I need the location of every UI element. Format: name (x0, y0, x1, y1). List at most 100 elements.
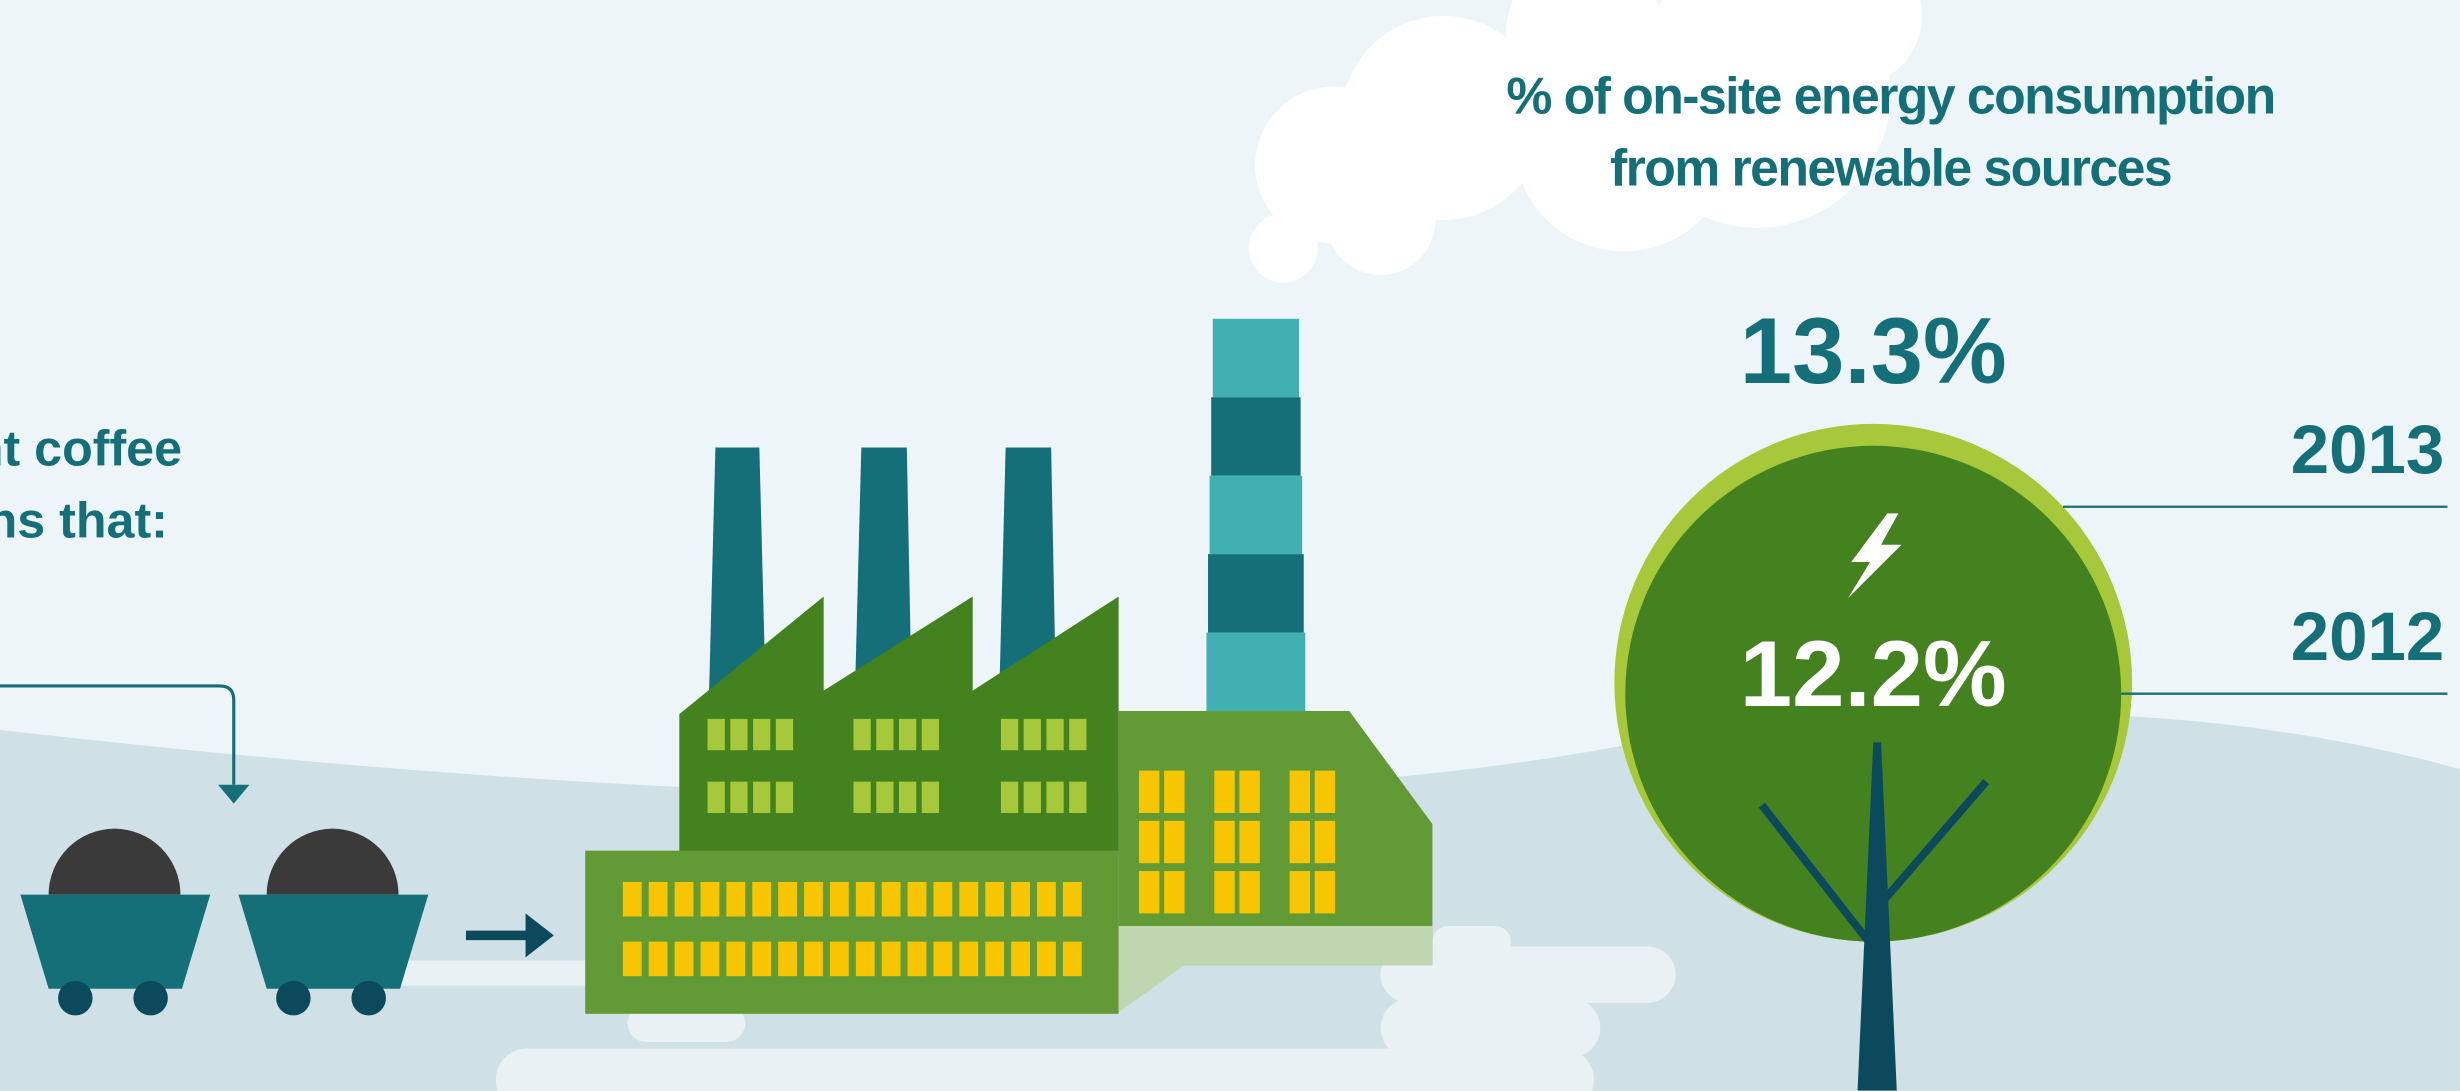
window (804, 882, 823, 917)
window (700, 882, 720, 917)
decoration (1874, 779, 1990, 910)
window (1289, 770, 1311, 813)
decoration (707, 718, 1087, 813)
window (959, 882, 979, 917)
decoration (1206, 632, 1306, 715)
window (829, 882, 849, 917)
decoration (525, 913, 554, 958)
wheel (133, 980, 168, 1016)
cart (238, 894, 429, 989)
decoration (1211, 397, 1301, 476)
window (959, 941, 979, 977)
coal (48, 828, 181, 895)
decoration (1209, 475, 1303, 555)
window (907, 941, 927, 977)
decoration (709, 447, 766, 691)
window (752, 882, 772, 917)
window (876, 718, 894, 751)
decoration (1248, 0, 1922, 283)
window (921, 781, 939, 813)
window (1214, 770, 1235, 813)
decoration (1118, 711, 1433, 966)
decoration (360, 925, 1676, 1091)
decoration (999, 447, 1056, 691)
window (1164, 820, 1185, 864)
window (648, 941, 668, 977)
window (829, 941, 849, 977)
window (1314, 871, 1336, 914)
decoration (622, 770, 1336, 977)
wheel (58, 980, 93, 1016)
decoration (495, 1048, 1594, 1091)
year-label: 2012 (2291, 598, 2445, 675)
decoration (1248, 213, 1318, 283)
window (853, 781, 871, 813)
tree (1758, 513, 1990, 1091)
window (933, 882, 953, 917)
window (622, 941, 642, 977)
decoration (0, 684, 236, 785)
window (855, 882, 875, 917)
window (752, 941, 772, 977)
window (707, 718, 725, 751)
value-label: 13.3% (1740, 298, 2007, 403)
window (985, 882, 1005, 917)
chart-title: % of on-site energy consumption from ren… (1506, 66, 2276, 197)
window (1000, 781, 1019, 813)
year-label: 2013 (2291, 411, 2445, 488)
window (622, 882, 642, 917)
window (1164, 770, 1185, 813)
window (881, 882, 901, 917)
window (1214, 871, 1235, 914)
window (1062, 941, 1082, 977)
window (933, 941, 953, 977)
window (1289, 871, 1311, 914)
window (1046, 781, 1064, 813)
decoration (1506, 0, 1663, 111)
decoration (218, 784, 250, 804)
decoration (1432, 925, 1511, 966)
window (1314, 770, 1336, 813)
decoration (465, 913, 554, 958)
window (775, 781, 794, 813)
decoration (20, 828, 429, 1016)
window (753, 781, 771, 813)
value-circle (1625, 445, 2122, 942)
window (1239, 871, 1260, 914)
decoration (709, 447, 1056, 691)
coal (266, 828, 399, 895)
wheel (351, 980, 386, 1016)
window (1023, 718, 1041, 751)
chart: 2013 13.3% 2012 12.2% (1614, 298, 2448, 942)
window (753, 718, 771, 751)
window (778, 882, 797, 917)
window (876, 781, 894, 813)
window (1164, 871, 1185, 914)
decoration (1380, 998, 1601, 1058)
window (985, 941, 1005, 977)
decoration (1212, 318, 1300, 398)
window (674, 882, 694, 917)
decoration (1848, 513, 1902, 599)
window (1139, 871, 1160, 914)
window (1011, 882, 1030, 917)
window (1069, 781, 1087, 813)
window (1000, 718, 1019, 751)
decoration (1208, 554, 1304, 633)
window (700, 941, 720, 977)
window (907, 882, 927, 917)
window (648, 882, 668, 917)
window (1037, 882, 1056, 917)
window (1069, 718, 1087, 751)
value-label: 12.2% (1740, 621, 2007, 726)
decoration (1325, 165, 1436, 275)
decoration (1758, 802, 1878, 952)
window (1139, 770, 1160, 813)
window (881, 941, 901, 977)
window (1139, 820, 1160, 864)
wheel (276, 980, 311, 1016)
window (1289, 820, 1311, 864)
window (730, 781, 748, 813)
window (778, 941, 797, 977)
